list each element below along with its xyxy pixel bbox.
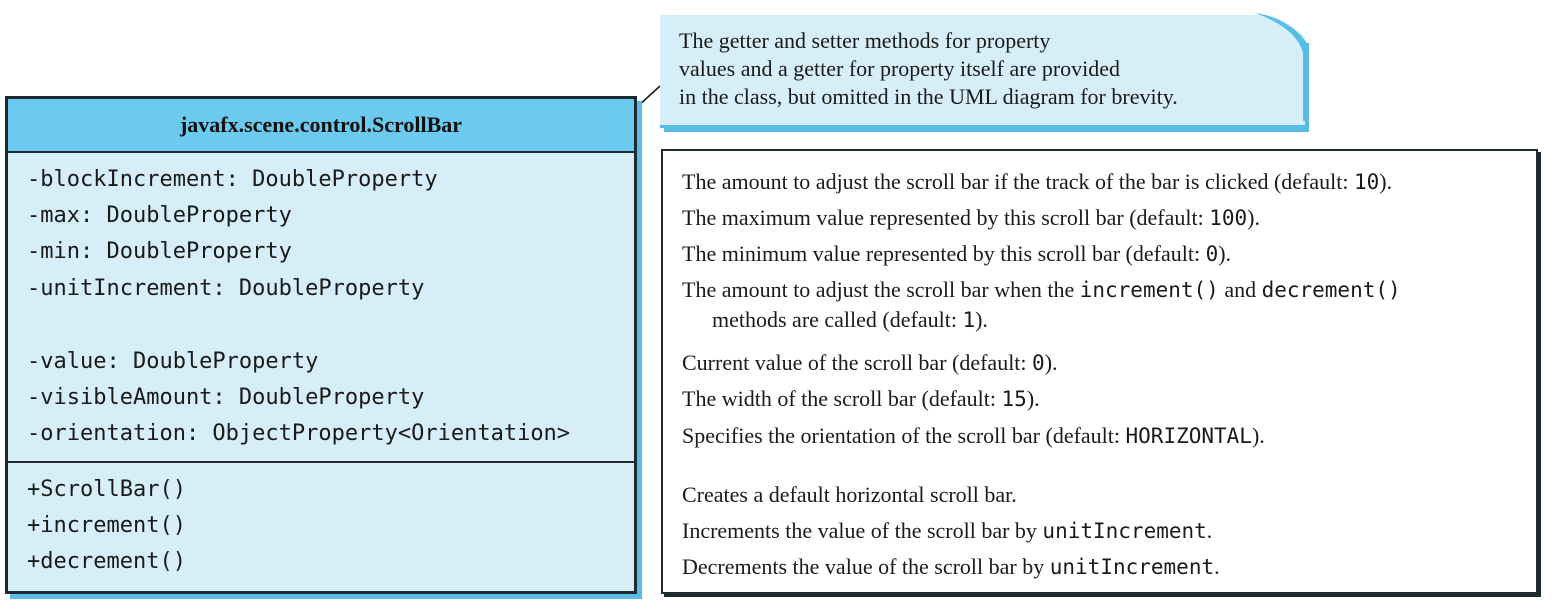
uml-attribute-min: -min: DoubleProperty xyxy=(27,239,292,264)
uml-attribute-value: -value: DoubleProperty xyxy=(27,349,319,374)
uml-method-decrement: +decrement() xyxy=(27,549,186,574)
desc-constructor: Creates a default horizontal scroll bar. xyxy=(682,482,1017,507)
uml-attribute-unit-increment: -unitIncrement: DoubleProperty xyxy=(27,276,425,301)
desc-min: The minimum value represented by this sc… xyxy=(682,241,1232,266)
uml-attribute-block-increment: -blockIncrement: DoubleProperty xyxy=(27,167,438,192)
desc-block-increment: The amount to adjust the scroll bar if t… xyxy=(682,169,1393,194)
uml-attribute-max: -max: DoubleProperty xyxy=(27,203,292,228)
uml-method-increment: +increment() xyxy=(27,513,186,538)
desc-orientation: Specifies the orientation of the scroll … xyxy=(682,423,1265,448)
desc-max: The maximum value represented by this sc… xyxy=(682,205,1260,230)
uml-method-constructor: +ScrollBar() xyxy=(27,477,186,502)
uml-class-name: javafx.scene.control.ScrollBar xyxy=(8,99,634,153)
desc-unit-increment-cont: methods are called (default: 1). xyxy=(712,307,988,332)
uml-note: The getter and setter methods for proper… xyxy=(660,13,1309,128)
uml-attributes-section: -blockIncrement: DoubleProperty -max: Do… xyxy=(8,153,634,463)
uml-attribute-visible-amount: -visibleAmount: DoubleProperty xyxy=(27,385,425,410)
note-folded-corner xyxy=(1255,13,1309,121)
desc-value: Current value of the scroll bar (default… xyxy=(682,350,1058,375)
uml-class-box: javafx.scene.control.ScrollBar -blockInc… xyxy=(5,96,637,594)
uml-methods-section: +ScrollBar() +increment() +decrement() xyxy=(8,463,634,591)
description-box: The amount to adjust the scroll bar if t… xyxy=(661,149,1538,594)
desc-visible-amount: The width of the scroll bar (default: 15… xyxy=(682,386,1040,411)
uml-attribute-orientation: -orientation: ObjectProperty<Orientation… xyxy=(27,421,571,446)
desc-increment: Increments the value of the scroll bar b… xyxy=(682,518,1213,543)
desc-unit-increment: The amount to adjust the scroll bar when… xyxy=(682,277,1401,302)
desc-decrement: Decrements the value of the scroll bar b… xyxy=(682,554,1220,579)
note-line-3: in the class, but omitted in the UML dia… xyxy=(679,84,1178,109)
note-line-1: The getter and setter methods for proper… xyxy=(679,28,1051,53)
note-line-2: values and a getter for property itself … xyxy=(679,56,1121,81)
